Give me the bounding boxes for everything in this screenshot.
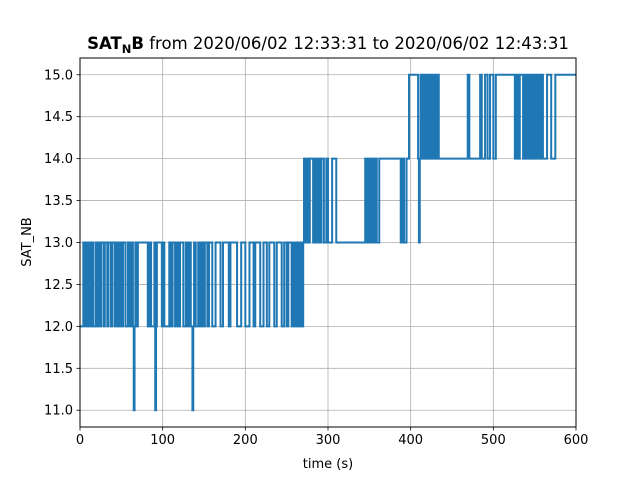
x-tick-label: 100: [150, 433, 175, 448]
x-tick-label: 0: [76, 433, 84, 448]
y-tick-label: 12.0: [44, 320, 73, 335]
y-tick-label: 13.5: [44, 194, 73, 209]
y-tick-label: 14.0: [44, 152, 73, 167]
title-subscript: N: [122, 42, 132, 56]
y-tick-label: 15.0: [44, 68, 73, 83]
y-tick-label: 11.0: [44, 404, 73, 419]
x-tick-label: 200: [233, 433, 258, 448]
chart-title: SATNB from 2020/06/02 12:33:31 to 2020/0…: [87, 34, 569, 56]
x-tick-label: 600: [564, 433, 589, 448]
y-axis: 11.0 11.5 12.0 12.5 13.0 13.5 14.0 14.5 15.0: [44, 68, 80, 419]
y-tick-label: 11.5: [44, 362, 73, 377]
y-tick-label: 12.5: [44, 278, 73, 293]
series-layer: [80, 73, 576, 412]
title-main: SAT: [87, 34, 122, 53]
y-tick-label: 13.0: [44, 236, 73, 251]
x-axis: 0 100 200 300 400 500 600: [76, 427, 589, 448]
x-tick-label: 400: [398, 433, 423, 448]
y-axis-label: SAT_NB: [20, 217, 35, 266]
x-axis-label: time (s): [303, 457, 353, 472]
x-tick-label: 300: [316, 433, 341, 448]
x-tick-label: 500: [481, 433, 506, 448]
series-line: [80, 73, 576, 412]
y-tick-label: 14.5: [44, 110, 73, 125]
title-rest: from 2020/06/02 12:33:31 to 2020/06/02 1…: [144, 34, 569, 53]
title-main-suffix: B: [131, 34, 144, 53]
